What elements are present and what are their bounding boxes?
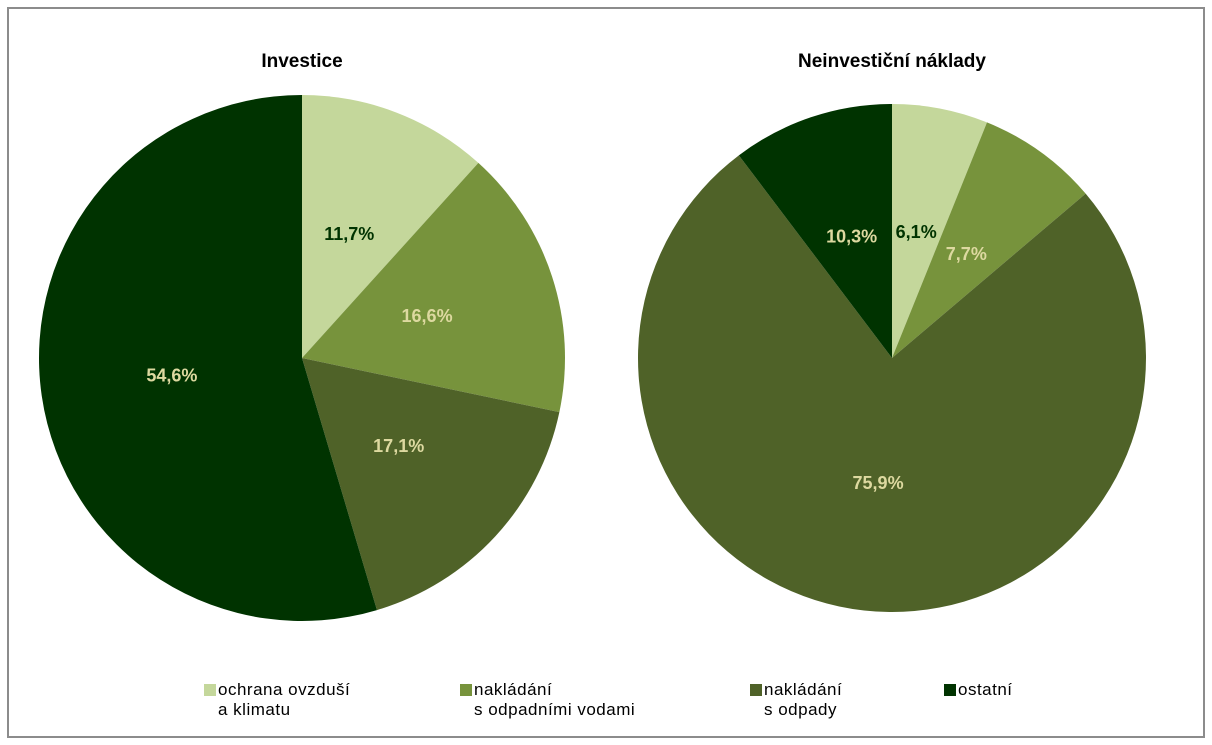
legend-swatch bbox=[460, 684, 472, 696]
legend-label: nakládání s odpadními vodami bbox=[474, 680, 636, 719]
legend-swatch bbox=[204, 684, 216, 696]
data-label: 6,1% bbox=[896, 222, 937, 242]
pie-slice bbox=[892, 122, 1086, 359]
pie-slice bbox=[892, 104, 987, 358]
data-label: 16,6% bbox=[402, 306, 453, 326]
legend-swatch bbox=[944, 684, 956, 696]
pie-slice bbox=[738, 104, 892, 358]
pie-slice bbox=[302, 95, 479, 358]
legend-item: ochrana ovzduší a klimatu bbox=[204, 680, 351, 720]
legend-label: ochrana ovzduší a klimatu bbox=[218, 680, 351, 719]
data-label: 75,9% bbox=[853, 473, 904, 493]
legend: ochrana ovzduší a klimatu nakládání s odp… bbox=[0, 680, 1212, 730]
legend-item: ostatní bbox=[944, 680, 1013, 700]
legend-item: nakládání s odpadními vodami bbox=[460, 680, 636, 720]
chart-title: Neinvestiční náklady bbox=[798, 51, 986, 72]
data-label: 54,6% bbox=[146, 366, 197, 386]
legend-swatch bbox=[750, 684, 762, 696]
data-label: 7,7% bbox=[946, 244, 987, 264]
legend-item: nakládání s odpady bbox=[750, 680, 843, 720]
legend-label: ostatní bbox=[958, 680, 1013, 699]
pie-slice bbox=[302, 162, 565, 413]
pie-slice bbox=[302, 358, 560, 611]
pie-slice bbox=[39, 95, 377, 621]
data-label: 17,1% bbox=[373, 436, 424, 456]
data-label: 10,3% bbox=[826, 226, 877, 246]
data-label: 11,7% bbox=[324, 224, 374, 244]
pie-slice bbox=[637, 155, 1146, 612]
chart-title: Investice bbox=[261, 51, 342, 72]
legend-label: nakládání s odpady bbox=[764, 680, 843, 719]
